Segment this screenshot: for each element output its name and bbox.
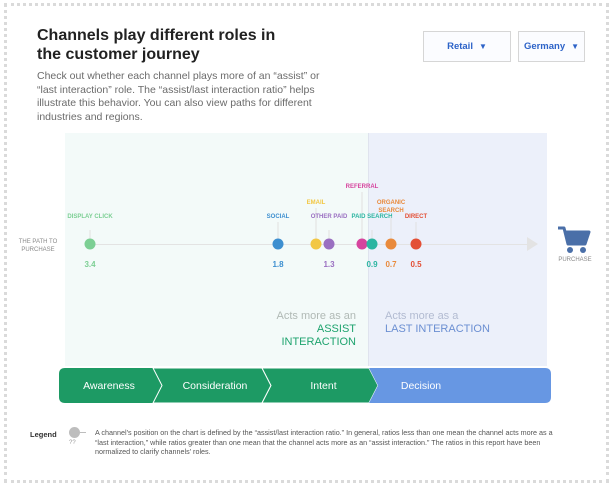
industry-dropdown[interactable]: Retail ▼ [423,31,511,62]
legend-symbol: ?? [69,440,76,446]
stage-intent-shape[interactable] [261,368,379,403]
path-line [90,244,530,245]
assist-zone-label: ASSIST INTERACTION [281,323,356,348]
purchase-label: PURCHASE [558,257,592,263]
channel-ratio-display-click: 3.4 [84,260,96,269]
stage-decision-shape[interactable] [369,368,551,403]
channel-tick-paid-search [371,230,373,239]
channel-tick-display-click [89,230,91,239]
last-interaction-zone-background [369,133,547,366]
channel-dot-display-click[interactable] [84,238,96,250]
region-dropdown[interactable]: Germany ▼ [518,31,585,62]
caret-down-icon: ▼ [571,42,580,51]
stage-awareness-shape[interactable] [59,368,162,403]
channel-ratio-direct: 0.5 [410,260,422,269]
assist-zone-caption: Acts more as an ASSIST INTERACTION [246,310,356,349]
channel-tick-referral [361,192,363,239]
stage-consideration-shape[interactable] [152,368,272,403]
channel-tick-email [315,208,317,239]
shopping-cart-icon [558,226,591,253]
channel-label-organic-search: ORGANIC SEARCH [376,200,406,214]
page-title: Channels play different roles in the cus… [37,27,276,63]
channel-dot-email[interactable] [310,238,322,250]
channel-dot-organic-search[interactable] [385,238,397,250]
channel-ratio-social: 1.8 [272,260,284,269]
path-start-label: THE PATH TO PURCHASE [18,239,58,253]
stage-consideration[interactable]: Consideration [182,379,248,392]
region-dropdown-label: Germany [523,41,566,52]
stage-intent[interactable]: Intent [310,379,337,392]
channel-tick-other-paid [328,230,330,239]
channel-ratio-other-paid: 1.3 [323,260,335,269]
channel-tick-social [277,222,279,239]
channel-label-other-paid: OTHER PAID [310,214,348,220]
last-zone-prefix: Acts more as a [385,310,459,322]
channel-ratio-organic-search: 0.7 [385,260,397,269]
assist-zone-background [65,133,369,366]
stage-decision[interactable]: Decision [400,379,442,392]
channel-tick-organic-search [390,216,392,239]
channel-label-social: SOCIAL [266,214,290,220]
legend-title: Legend [30,430,57,439]
journey-stages [59,368,551,403]
channel-dot-other-paid[interactable] [323,238,335,250]
caret-down-icon: ▼ [478,42,487,51]
stage-awareness[interactable]: Awareness [83,379,135,392]
channel-label-email: EMAIL [306,200,326,206]
channel-label-paid-search: PAID SEARCH [351,214,393,220]
channel-dot-paid-search[interactable] [366,238,378,250]
channel-dot-social[interactable] [272,238,284,250]
channel-label-direct: DIRECT [404,214,428,220]
last-zone-caption: Acts more as a LAST INTERACTION [385,310,505,336]
channel-ratio-paid-search: 0.9 [366,260,378,269]
channel-dot-direct[interactable] [410,238,422,250]
industry-dropdown-label: Retail [447,41,473,52]
channel-tick-direct [415,222,417,239]
channel-label-display-click: DISPLAY CLICK [67,214,113,220]
channel-dot-referral[interactable] [356,238,368,250]
legend-dash [80,432,86,433]
assist-zone-prefix: Acts more as an [276,310,356,322]
page-description: Check out whether each channel plays mor… [37,70,320,123]
path-arrow-icon [527,237,538,251]
last-zone-label: LAST INTERACTION [385,323,490,335]
zone-divider [368,133,369,366]
channel-label-referral: REFERRAL [345,184,379,190]
legend-dot-icon [69,427,80,438]
legend-text: A channel's position on the chart is def… [95,428,553,456]
